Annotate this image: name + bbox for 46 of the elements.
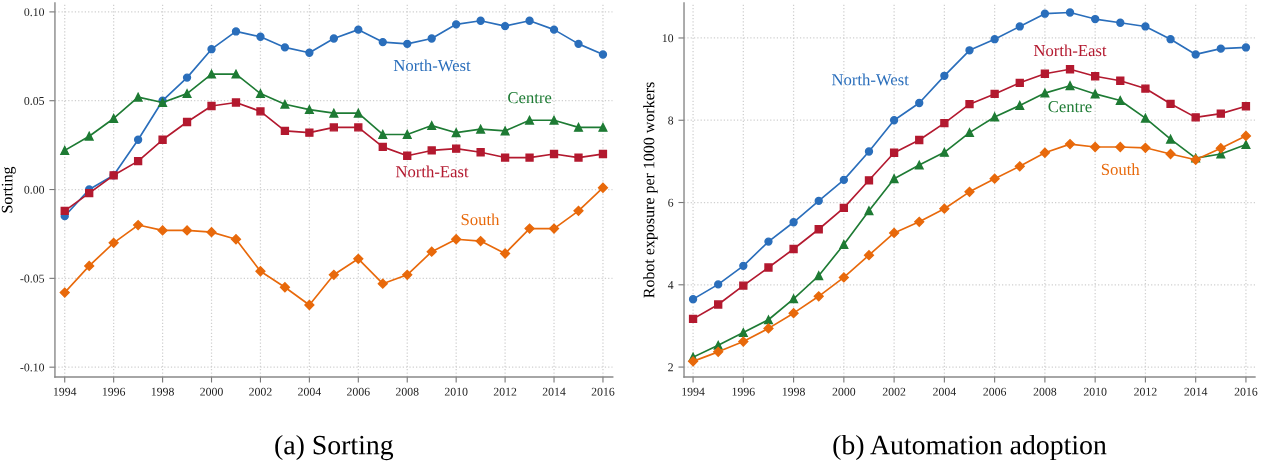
- x-tick-label: 2000: [200, 387, 223, 396]
- series-label: Centre: [508, 92, 552, 104]
- text: (a) Sorting: [275, 434, 394, 461]
- x-tick-label: 2012: [493, 387, 517, 396]
- x-tick-label: 2004: [933, 387, 956, 396]
- x-tick-label: 2012: [1134, 387, 1157, 396]
- y-tick-label: 10: [662, 34, 674, 43]
- y-tick-label: 0.10: [24, 8, 45, 17]
- y-tick-label: 2: [668, 363, 673, 372]
- x-tick-label: 2008: [395, 387, 419, 396]
- y-tick-label: 0.05: [24, 96, 45, 105]
- y-tick-label: 8: [668, 116, 674, 125]
- x-tick-label: 2000: [832, 387, 856, 396]
- x-tick-label: 2014: [542, 387, 566, 396]
- x-tick-label: 1998: [782, 387, 805, 396]
- x-tick-label: 1994: [53, 387, 77, 396]
- series-label: North-East: [1033, 44, 1107, 57]
- x-tick-label: 2010: [444, 387, 468, 396]
- series-label: North-East: [395, 165, 469, 178]
- x-tick-label: 2004: [298, 387, 321, 396]
- y-tick-label: 0.00: [24, 185, 45, 194]
- x-tick-label: 2008: [1033, 387, 1057, 396]
- y-tick-label: 4: [667, 281, 674, 289]
- x-tick-label: 1994: [682, 387, 705, 396]
- x-tick-label: 1998: [151, 387, 174, 396]
- x-tick-label: 2006: [983, 387, 1007, 396]
- x-tick-label: 2010: [1083, 387, 1107, 396]
- y-axis-title: Sorting: [1, 166, 16, 213]
- series-label: Centre: [1048, 101, 1092, 113]
- x-tick-label: 2016: [591, 387, 615, 396]
- y-axis-title: Robot exposure per 1000 workers: [643, 82, 658, 298]
- text: (b) Automation adoption: [833, 434, 1107, 461]
- series-label: North-West: [831, 73, 909, 86]
- series-label: North-West: [393, 59, 471, 72]
- x-tick-label: 2002: [882, 387, 906, 396]
- x-tick-label: 2016: [1234, 387, 1258, 396]
- y-tick-label: 6: [668, 198, 674, 207]
- series-label: South: [461, 213, 500, 226]
- y-tick-label: -0.10: [20, 363, 45, 372]
- y-tick-label: -0.05: [20, 274, 45, 283]
- x-tick-label: 2014: [1184, 387, 1208, 396]
- x-tick-label: 2002: [249, 387, 272, 396]
- series-label: South: [1101, 163, 1140, 176]
- x-tick-label: 2006: [347, 387, 370, 396]
- x-tick-label: 1996: [102, 387, 126, 396]
- x-tick-label: 1996: [732, 387, 755, 396]
